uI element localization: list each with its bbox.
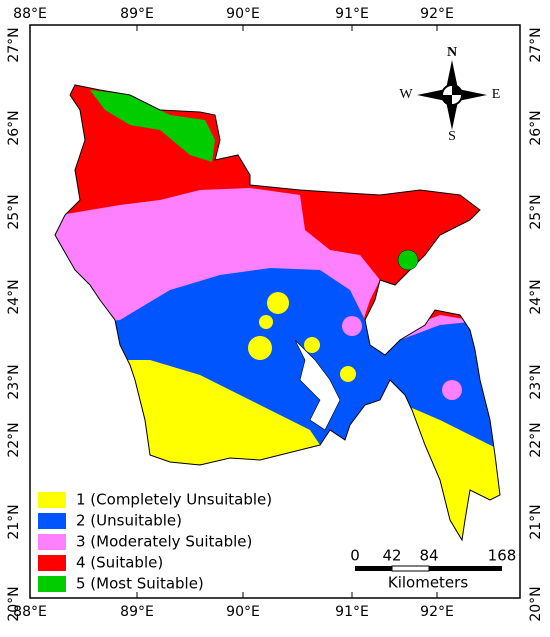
scale-tick-label: 0 [350,547,360,565]
legend-swatch [38,576,66,592]
zone-most-suitable [90,90,215,162]
zone-unsuitable-completely [340,366,356,382]
lon-label: 88°E [13,604,47,620]
lon-label: 92°E [420,6,454,22]
lon-label: 90°E [226,6,260,22]
legend-swatch [38,492,66,508]
lat-label: 24°N [528,279,544,314]
lon-label: 92°E [420,604,454,620]
lat-label: 24°N [6,279,22,314]
map-frame [29,24,521,599]
compass-east: E [492,87,501,102]
zone-unsuitable-completely [248,336,272,360]
lon-label: 91°E [335,6,369,22]
lon-label: 91°E [335,604,369,620]
lat-label: 22°N [528,422,544,457]
lat-label: 26°N [528,110,544,145]
legend-label: 2 (Unsuitable) [76,512,182,530]
compass-north: N [447,45,457,60]
scale-bar [355,565,502,572]
lat-label: 23°N [6,364,22,399]
lat-label: 20°N [6,586,22,621]
compass-south: S [448,129,456,144]
legend-swatch [38,555,66,571]
compass-west: W [399,87,413,102]
scale-unit: Kilometers [388,574,468,592]
zone-unsuitable-completely [267,292,289,314]
lon-label: 89°E [120,604,154,620]
zone-moderate [442,380,462,400]
zone-unsuitable-completely [259,315,273,329]
lat-label: 23°N [528,364,544,399]
scale-tick-label: 84 [419,547,438,565]
scale-tick-label: 168 [488,547,517,565]
lat-label: 20°N [528,586,544,621]
lat-label: 27°N [6,27,22,62]
lon-label: 88°E [13,6,47,22]
lon-label: 90°E [226,604,260,620]
legend-label: 3 (Moderately Suitable) [76,533,252,551]
country-outline [54,84,501,542]
legend-swatch [38,534,66,550]
lat-label: 25°N [528,194,544,229]
lat-label: 21°N [6,504,22,539]
legend-label: 1 (Completely Unsuitable) [76,491,272,509]
zone-unsuitable-completely [400,405,500,540]
lat-label: 22°N [6,422,22,457]
legend-label: 5 (Most Suitable) [76,575,204,593]
lat-label: 25°N [6,194,22,229]
lat-label: 26°N [6,110,22,145]
lat-label: 27°N [528,27,544,62]
zone-moderate [342,316,362,336]
legend-label: 4 (Suitable) [76,554,163,572]
zone-most-suitable [397,249,419,271]
estuary [294,339,341,431]
lat-label: 21°N [528,504,544,539]
compass: N S E W [399,45,500,144]
scale-tick-label: 42 [382,547,401,565]
lon-label: 89°E [120,6,154,22]
legend-swatch [38,513,66,529]
zone-unsuitable-completely [304,337,320,353]
